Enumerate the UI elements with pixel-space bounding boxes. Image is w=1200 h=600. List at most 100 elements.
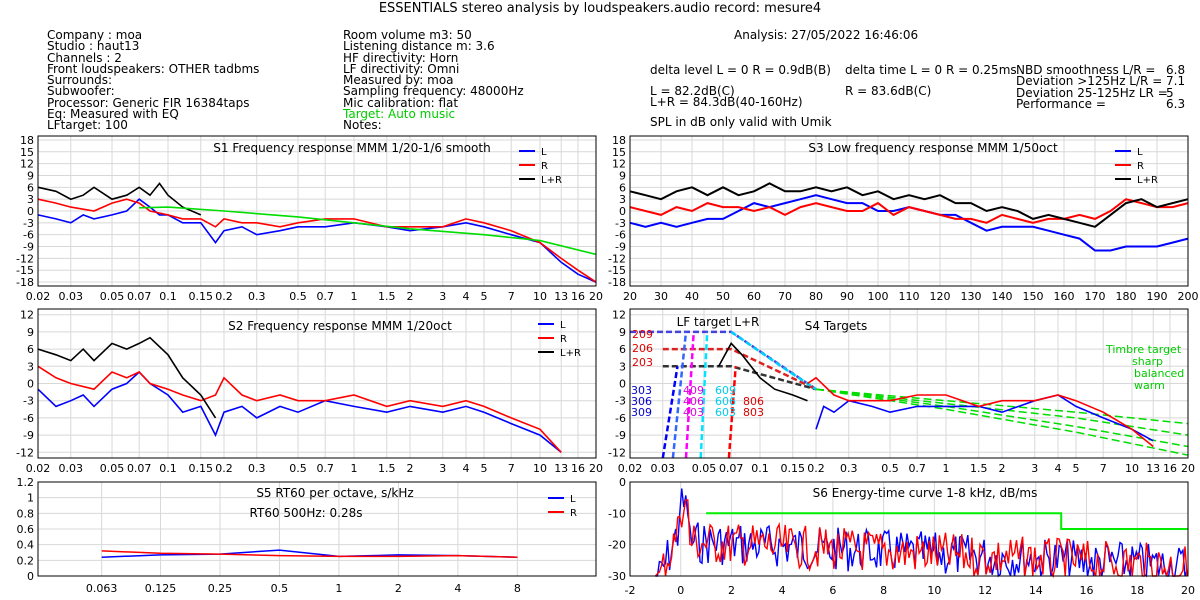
S3-ytick-label: -18 — [608, 276, 626, 289]
s6-series-R — [654, 499, 1188, 579]
S1-ytick-label: 3 — [27, 193, 34, 206]
S2-xtick-label: 4 — [462, 462, 469, 475]
S3-ytick-label: 6 — [619, 181, 626, 194]
s4-lf-cyan-slope — [699, 331, 709, 459]
legend-label-L: L — [541, 147, 547, 158]
legend-label-L: L — [570, 494, 576, 505]
S3-ytick-label: 9 — [619, 169, 626, 182]
s5-xtick-label: 0.5 — [271, 582, 289, 595]
s6-title: S6 Energy-time curve 1-8 kHz, dB/ms — [813, 486, 1038, 500]
info-company: Company : moa — [47, 28, 143, 42]
S3-ytick-label: 3 — [619, 193, 626, 206]
s5-ytick-label: 0.8 — [17, 507, 35, 520]
S3-ytick-label: -9 — [615, 241, 626, 254]
s6-xtick-label: 12 — [978, 584, 992, 597]
s6-ytick-label: 0 — [619, 476, 626, 489]
S1-ytick-label: -3 — [23, 217, 34, 230]
S1-ytick-label: -12 — [16, 252, 34, 265]
s4-timbre-warm: warm — [1134, 379, 1165, 392]
S2-xtick-label: 0.1 — [159, 462, 177, 475]
S1-xtick-label: 1.5 — [378, 290, 396, 303]
S1-xtick-label: 0.5 — [289, 290, 307, 303]
legend-label-L: L — [1137, 147, 1143, 158]
S1-ytick-label: -9 — [23, 241, 34, 254]
S2-xtick-label: 0.07 — [127, 462, 152, 475]
s4-lf-label-cyan: 603 — [715, 406, 736, 419]
S4-xtick-label: 0.07 — [719, 462, 744, 475]
s4-title: S4 Targets — [805, 319, 867, 333]
S3-ytick-label: 15 — [612, 146, 626, 159]
analysis-date: Analysis: 27/05/2022 16:46:06 — [734, 28, 919, 42]
S1-xtick-label: 0.03 — [59, 290, 84, 303]
s4-timbre-line — [815, 388, 1189, 436]
S2-ytick-label: -6 — [23, 412, 34, 425]
S1-xtick-label: 2 — [407, 290, 414, 303]
s6-xtick-label: 10 — [927, 584, 941, 597]
S2-xtick-label: 7 — [508, 462, 515, 475]
info-front-loudspeakers: Front loudspeakers: OTHER tadbms — [47, 61, 260, 76]
S2-ytick-label: 12 — [20, 309, 34, 322]
spl-r: R = 83.6dB(C) — [845, 84, 932, 98]
S2-xtick-label: 10 — [533, 462, 547, 475]
S1-xtick-label: 0.02 — [26, 290, 51, 303]
nbd-smoothness-value: 6.8 — [1166, 63, 1186, 77]
legend-label-R: R — [570, 508, 577, 519]
S1-ytick-label: -18 — [16, 276, 34, 289]
S3-xtick-label: 120 — [930, 290, 951, 303]
legend-label-L+R: L+R — [1137, 175, 1158, 186]
S1-xtick-label: 10 — [533, 290, 547, 303]
S2-xtick-label: 0.3 — [248, 462, 266, 475]
S3-xtick-label: 180 — [1116, 290, 1137, 303]
s2-title: S2 Frequency response MMM 1/20oct — [228, 319, 452, 333]
S1-ytick-label: 9 — [27, 169, 34, 182]
S2-ytick-label: 9 — [27, 326, 34, 339]
s5-xtick-label: 0.125 — [145, 582, 177, 595]
S2-xtick-label: 0.02 — [26, 462, 51, 475]
S3-ytick-label: -12 — [608, 252, 626, 265]
s4-lf-label-red: 203 — [632, 356, 653, 369]
S4-ytick-label: -6 — [615, 412, 626, 425]
s4-lf-blue-slope — [661, 366, 679, 459]
S3-xtick-label: 100 — [868, 290, 889, 303]
s6-target — [706, 512, 1188, 530]
S1-xtick-label: 0.1 — [159, 290, 177, 303]
S1-xtick-label: 0.2 — [215, 290, 233, 303]
S4-xtick-label: 1.5 — [970, 462, 988, 475]
performance-label: Performance = — [1016, 96, 1106, 111]
s4-lf-label-blue: 306 — [631, 395, 652, 408]
S3-xtick-label: 150 — [1023, 290, 1044, 303]
s3-series-R — [629, 198, 1189, 224]
s1-series-R — [37, 198, 597, 283]
S1-xtick-label: 20 — [589, 290, 603, 303]
S1-xtick-label: 5 — [481, 290, 488, 303]
s4-lf-label-red: 209 — [632, 328, 653, 341]
s4-lf-label-cyan: 609 — [715, 384, 736, 397]
s4-lf-blue-slope-2 — [671, 331, 688, 459]
S1-xtick-label: 0.7 — [316, 290, 334, 303]
S4-ytick-label: -12 — [608, 446, 626, 459]
s4-lf-cyan-roll — [730, 330, 817, 391]
info-hf-directivity: HF directivity: Horn — [343, 50, 459, 65]
s5-series-R — [101, 550, 518, 558]
S3-xtick-label: 80 — [809, 290, 823, 303]
S2-xtick-label: 2 — [407, 462, 414, 475]
s3-series-L+R — [629, 182, 1189, 228]
s5-title: S5 RT60 per octave, s/kHz — [256, 486, 413, 500]
s5-ytick-label: 0.6 — [17, 523, 35, 536]
info-room-volume: Room volume m3: 50 — [343, 28, 472, 42]
s4-lf-label-magenta: 403 — [683, 406, 704, 419]
S4-ytick-label: 12 — [612, 309, 626, 322]
S4-xtick-label: 0.15 — [781, 462, 806, 475]
s6-xtick-label: 8 — [880, 584, 887, 597]
S1-ytick-label: 12 — [20, 158, 34, 171]
s5-ytick-label: 0.4 — [17, 539, 35, 552]
info-column-1: Company : moa Studio : haut13 Channels :… — [47, 28, 260, 132]
deviation-125-value: 7.1 — [1166, 74, 1186, 89]
S2-ytick-label: 3 — [27, 360, 34, 373]
S2-ytick-label: -12 — [16, 446, 34, 459]
s4-timbre-line — [815, 388, 1189, 448]
s4-lf-red-mid — [662, 347, 817, 391]
S2-xtick-label: 0.05 — [100, 462, 125, 475]
S1-xtick-label: 16 — [571, 290, 585, 303]
